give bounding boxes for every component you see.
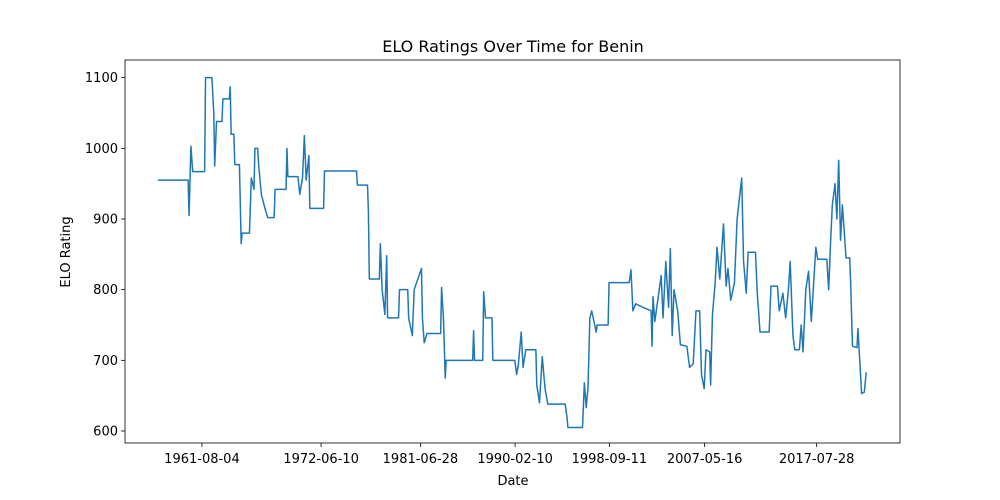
- y-axis-label: ELO Rating: [59, 216, 74, 287]
- chart-title: ELO Ratings Over Time for Benin: [382, 37, 644, 56]
- x-tick-label: 2017-07-28: [779, 452, 855, 467]
- y-tick-label: 800: [93, 283, 118, 298]
- x-axis-label: Date: [497, 474, 528, 489]
- x-tick-label: 1961-08-04: [164, 452, 240, 467]
- y-tick-label: 1100: [85, 71, 118, 86]
- x-tick-label: 1981-06-28: [383, 452, 459, 467]
- x-tick-label: 1972-06-10: [283, 452, 359, 467]
- y-tick-label: 900: [93, 212, 118, 227]
- y-tick-label: 700: [93, 354, 118, 369]
- x-tick-label: 1990-02-10: [477, 452, 553, 467]
- x-tick-label: 1998-09-11: [572, 452, 648, 467]
- plot-frame: [124, 59, 901, 444]
- x-tick-label: 2007-05-16: [667, 452, 743, 467]
- y-tick-label: 600: [93, 424, 118, 439]
- y-tick-label: 1000: [85, 142, 118, 157]
- data-line: [157, 76, 867, 429]
